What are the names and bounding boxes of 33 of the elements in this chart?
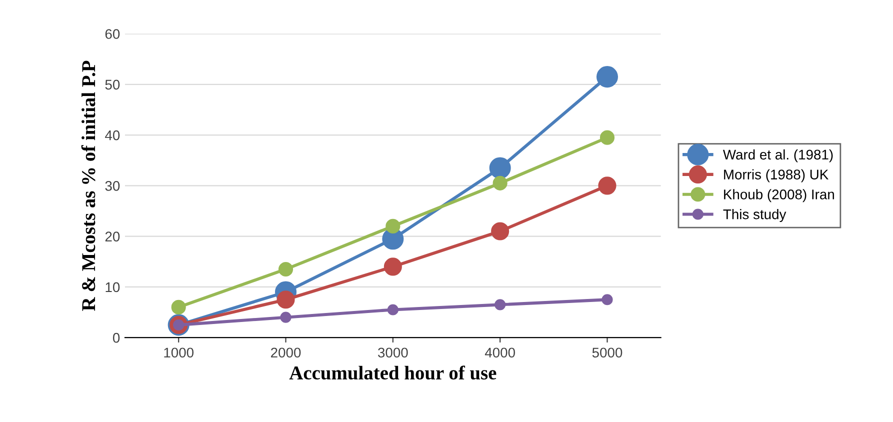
x-tick-label: 2000: [271, 348, 301, 358]
point: [276, 290, 295, 309]
legend-label: Khoub (2008) Iran: [724, 189, 834, 202]
x-tick-label: 1000: [164, 348, 194, 358]
x-axis-title: Accumulated hour of use: [289, 366, 496, 380]
point: [600, 130, 615, 145]
legend-label: This study: [723, 209, 786, 222]
point: [494, 299, 506, 310]
y-tick-label: 40: [105, 130, 120, 140]
x-tick-label: 4000: [484, 348, 515, 358]
point: [386, 218, 400, 234]
point: [596, 66, 618, 88]
point: [171, 300, 186, 315]
point: [387, 304, 398, 316]
point: [492, 176, 508, 190]
y-axis-title: R & Mcosts as % of initial P.P: [81, 60, 96, 311]
y-tick-label: 50: [105, 80, 120, 90]
point: [602, 294, 613, 306]
y-tick-label: 30: [105, 181, 120, 191]
y-tick-label: 20: [105, 232, 120, 242]
x-tick-label: 5000: [592, 348, 622, 358]
y-tick-label: 0: [112, 332, 120, 343]
point: [280, 312, 292, 323]
point: [384, 258, 402, 276]
point: [489, 157, 511, 179]
point: [278, 262, 294, 277]
y-tick-label: 10: [106, 282, 120, 292]
legend-label: Morris (1988) UK: [724, 169, 828, 182]
point: [491, 222, 510, 240]
point: [598, 176, 616, 195]
x-tick-label: 3000: [378, 348, 408, 358]
legend-label: Ward et al. (1981): [722, 149, 833, 162]
y-tick-label: 60: [105, 29, 120, 39]
